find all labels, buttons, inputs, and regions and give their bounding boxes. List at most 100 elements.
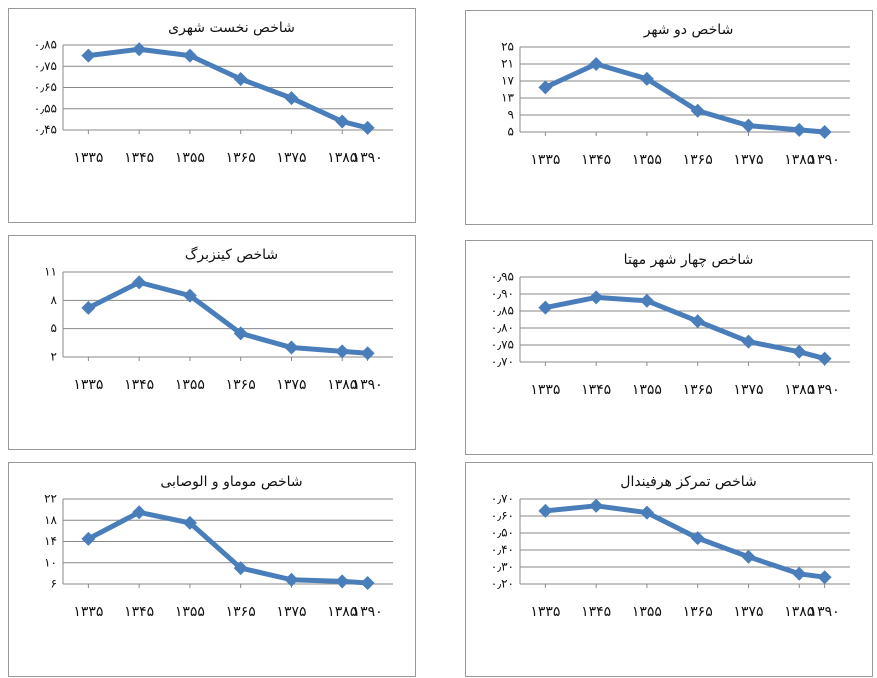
x-tick-label: ۱۳۸۵ <box>327 150 357 166</box>
x-tick-label: ۱۳۵۵ <box>632 382 662 398</box>
x-tick-label: ۱۳۶۵ <box>226 604 256 620</box>
x-tick-label: ۱۳۴۵ <box>124 150 154 166</box>
chart-panel <box>465 240 873 455</box>
data-marker <box>589 498 604 513</box>
x-tick-label: ۱۳۶۵ <box>683 604 713 620</box>
data-marker <box>132 275 147 290</box>
x-tick-label: ۱۳۸۵ <box>784 152 814 168</box>
data-marker <box>233 326 248 341</box>
y-tick-label: ۰٫۸۵ <box>491 304 514 318</box>
chart-title: شاخص موماو و الوصابی <box>160 474 302 490</box>
x-tick-label: ۱۳۵۵ <box>632 152 662 168</box>
x-tick-label: ۱۳۸۵ <box>327 377 357 393</box>
data-marker <box>233 72 248 86</box>
data-marker <box>81 531 96 546</box>
chart-panel <box>8 235 416 450</box>
data-marker <box>335 574 350 589</box>
x-tick-label: ۱۳۹۰ <box>810 152 840 168</box>
data-marker <box>639 71 654 86</box>
data-marker <box>639 293 654 308</box>
data-marker <box>817 351 832 366</box>
data-marker <box>360 120 375 135</box>
y-tick-label: ۲۵ <box>501 40 514 54</box>
x-tick-label: ۱۳۷۵ <box>733 152 763 168</box>
y-tick-label: ۰٫۸۰ <box>491 321 514 335</box>
y-tick-label: ۰٫۹۰ <box>491 287 514 301</box>
x-tick-label: ۱۳۵۵ <box>175 150 205 166</box>
y-tick-label: ۱۰ <box>44 555 57 569</box>
data-marker <box>360 575 375 590</box>
data-marker <box>741 549 756 564</box>
y-tick-label: ۲۲ <box>44 492 57 506</box>
x-tick-label: ۱۳۷۵ <box>276 150 306 166</box>
x-tick-label: ۱۳۹۰ <box>353 604 383 620</box>
y-tick-label: ۰٫۷۰ <box>491 492 514 506</box>
x-tick-label: ۱۳۹۰ <box>810 604 840 620</box>
chart-title: شاخص دو شهر <box>643 22 734 38</box>
y-tick-label: ۲ <box>51 350 57 364</box>
y-tick-label: ۰٫۷۵ <box>34 59 57 73</box>
x-tick-label: ۱۳۳۵ <box>73 604 103 620</box>
x-tick-label: ۱۳۹۰ <box>353 377 383 393</box>
x-tick-label: ۱۳۶۵ <box>226 150 256 166</box>
data-marker <box>639 505 654 520</box>
y-tick-label: ۹ <box>508 108 514 122</box>
x-tick-label: ۱۳۶۵ <box>683 152 713 168</box>
x-tick-label: ۱۳۴۵ <box>581 382 611 398</box>
data-marker <box>589 290 604 305</box>
chart-title: شاخص تمرکز هرفیندال <box>620 474 756 490</box>
y-tick-label: ۶ <box>51 577 57 591</box>
x-tick-label: ۱۳۴۵ <box>124 604 154 620</box>
y-tick-label: ۰٫۷۰ <box>491 355 514 369</box>
x-tick-label: ۱۳۴۵ <box>581 604 611 620</box>
data-marker <box>690 531 705 546</box>
y-tick-label: ۰٫۸۵ <box>34 38 57 52</box>
x-tick-label: ۱۳۳۵ <box>73 150 103 166</box>
data-marker <box>690 103 705 118</box>
data-marker <box>335 344 350 359</box>
y-tick-label: ۰٫۲۰ <box>491 577 514 591</box>
chart-panel <box>8 462 416 677</box>
data-marker <box>741 334 756 349</box>
x-tick-label: ۱۳۵۵ <box>175 377 205 393</box>
y-tick-label: ۵ <box>51 321 57 335</box>
y-tick-label: ۱۳ <box>501 91 514 105</box>
data-marker <box>792 122 807 137</box>
data-marker <box>132 42 147 57</box>
y-tick-label: ۸ <box>51 293 58 307</box>
data-marker <box>132 505 147 520</box>
x-tick-label: ۱۳۳۵ <box>530 604 560 620</box>
chart-title: شاخص کینزبرگ <box>185 245 278 263</box>
y-tick-label: ۰٫۴۵ <box>34 123 57 137</box>
x-tick-label: ۱۳۸۵ <box>784 604 814 620</box>
chart-panel <box>465 462 873 677</box>
y-tick-label: ۰٫۳۰ <box>491 560 514 574</box>
y-tick-label: ۰٫۵۵ <box>34 101 57 115</box>
x-tick-label: ۱۳۶۵ <box>226 377 256 393</box>
data-marker <box>817 125 832 139</box>
x-tick-label: ۱۳۷۵ <box>276 377 306 393</box>
data-marker <box>792 344 807 359</box>
data-marker <box>233 561 248 576</box>
x-tick-label: ۱۳۷۵ <box>733 382 763 398</box>
y-tick-label: ۰٫۷۵ <box>491 338 514 352</box>
x-tick-label: ۱۳۳۵ <box>530 382 560 398</box>
x-tick-label: ۱۳۷۵ <box>733 604 763 620</box>
x-tick-label: ۱۳۴۵ <box>124 377 154 393</box>
x-tick-label: ۱۳۸۵ <box>784 382 814 398</box>
data-marker <box>538 300 553 315</box>
data-marker <box>817 570 832 585</box>
chart-panel <box>465 10 873 225</box>
data-marker <box>81 48 96 63</box>
x-tick-label: ۱۳۷۵ <box>276 604 306 620</box>
y-tick-label: ۰٫۵۰ <box>491 526 514 540</box>
y-tick-label: ۱۱ <box>44 265 57 279</box>
x-tick-label: ۱۳۵۵ <box>632 604 662 620</box>
x-tick-label: ۱۳۳۵ <box>73 377 103 393</box>
y-tick-label: ۲۱ <box>501 57 514 71</box>
data-marker <box>538 80 553 95</box>
y-tick-label: ۱۸ <box>44 513 57 527</box>
x-tick-label: ۱۳۴۵ <box>581 152 611 168</box>
data-marker <box>81 300 96 315</box>
